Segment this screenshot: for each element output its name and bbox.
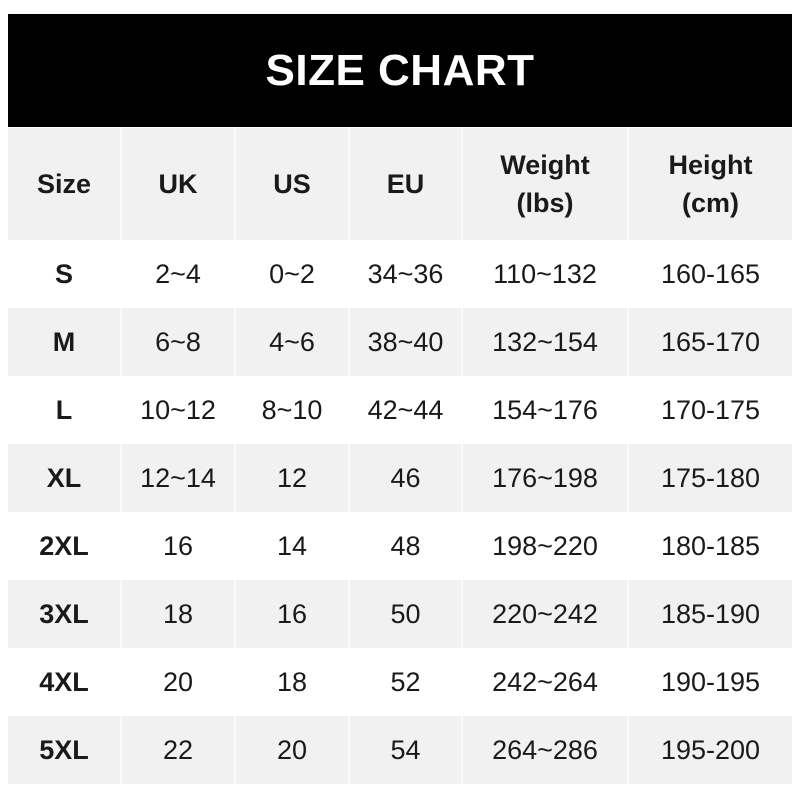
- cell-height: 175-180: [627, 444, 792, 512]
- cell-uk: 10~12: [120, 376, 235, 444]
- header-text: (cm): [681, 188, 739, 218]
- cell-us: 8~10: [234, 376, 349, 444]
- cell-height: 165-170: [627, 308, 792, 376]
- cell-uk: 20: [120, 648, 235, 716]
- table-row: L 10~12 8~10 42~44 154~176 170-175: [8, 376, 792, 444]
- cell-weight: 198~220: [461, 512, 628, 580]
- cell-weight: 176~198: [461, 444, 628, 512]
- header-text: Size: [36, 169, 92, 199]
- cell-height: 185-190: [627, 580, 792, 648]
- header-row: Size UK US EU Weight (lbs) Height (cm): [8, 128, 792, 240]
- cell-weight: 264~286: [461, 716, 628, 784]
- header-text: Height: [668, 150, 753, 180]
- cell-uk: 6~8: [120, 308, 235, 376]
- column-header-eu: EU: [348, 128, 462, 240]
- cell-weight: 132~154: [461, 308, 628, 376]
- cell-us: 18: [234, 648, 349, 716]
- cell-uk: 12~14: [120, 444, 235, 512]
- cell-height: 195-200: [627, 716, 792, 784]
- cell-weight: 110~132: [461, 240, 628, 308]
- cell-eu: 52: [348, 648, 462, 716]
- cell-weight: 242~264: [461, 648, 628, 716]
- cell-size: 2XL: [8, 512, 121, 580]
- table-row: S 2~4 0~2 34~36 110~132 160-165: [8, 240, 792, 308]
- cell-weight: 154~176: [461, 376, 628, 444]
- table-row: 3XL 18 16 50 220~242 185-190: [8, 580, 792, 648]
- cell-size: M: [8, 308, 121, 376]
- cell-uk: 22: [120, 716, 235, 784]
- cell-eu: 34~36: [348, 240, 462, 308]
- cell-weight: 220~242: [461, 580, 628, 648]
- cell-eu: 48: [348, 512, 462, 580]
- column-header-us: US: [234, 128, 349, 240]
- cell-size: S: [8, 240, 121, 308]
- header-text: EU: [386, 169, 425, 199]
- cell-size: XL: [8, 444, 121, 512]
- cell-eu: 46: [348, 444, 462, 512]
- header-text: (lbs): [516, 188, 574, 218]
- cell-us: 4~6: [234, 308, 349, 376]
- cell-us: 0~2: [234, 240, 349, 308]
- cell-us: 20: [234, 716, 349, 784]
- cell-eu: 50: [348, 580, 462, 648]
- size-chart-table: Size UK US EU Weight (lbs) Height (cm) S 2~4 0~2 3…: [8, 128, 792, 784]
- column-header-weight: Weight (lbs): [461, 128, 628, 240]
- table-row: XL 12~14 12 46 176~198 175-180: [8, 444, 792, 512]
- cell-eu: 38~40: [348, 308, 462, 376]
- column-header-uk: UK: [120, 128, 235, 240]
- cell-uk: 16: [120, 512, 235, 580]
- cell-uk: 18: [120, 580, 235, 648]
- cell-uk: 2~4: [120, 240, 235, 308]
- cell-height: 160-165: [627, 240, 792, 308]
- column-header-height: Height (cm): [627, 128, 792, 240]
- cell-size: 3XL: [8, 580, 121, 648]
- table-row: M 6~8 4~6 38~40 132~154 165-170: [8, 308, 792, 376]
- table-row: 2XL 16 14 48 198~220 180-185: [8, 512, 792, 580]
- table-row: 4XL 20 18 52 242~264 190-195: [8, 648, 792, 716]
- cell-height: 180-185: [627, 512, 792, 580]
- cell-us: 12: [234, 444, 349, 512]
- cell-size: 5XL: [8, 716, 121, 784]
- cell-eu: 54: [348, 716, 462, 784]
- cell-height: 170-175: [627, 376, 792, 444]
- header-text: UK: [158, 169, 198, 199]
- cell-height: 190-195: [627, 648, 792, 716]
- column-header-size: Size: [8, 128, 121, 240]
- header-text: US: [273, 169, 311, 199]
- cell-us: 14: [234, 512, 349, 580]
- cell-size: L: [8, 376, 121, 444]
- cell-eu: 42~44: [348, 376, 462, 444]
- cell-us: 16: [234, 580, 349, 648]
- cell-size: 4XL: [8, 648, 121, 716]
- table-row: 5XL 22 20 54 264~286 195-200: [8, 716, 792, 784]
- page-title: SIZE CHART: [8, 14, 792, 127]
- header-text: Weight: [500, 150, 590, 180]
